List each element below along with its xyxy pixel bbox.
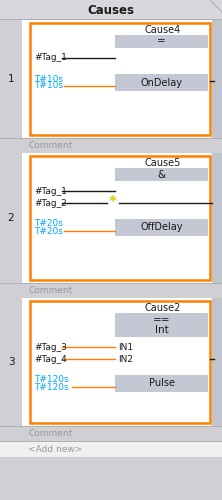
Text: Cause5: Cause5 bbox=[144, 158, 181, 168]
Bar bbox=[0, 441, 222, 442]
Bar bbox=[0, 298, 222, 426]
Text: Causes: Causes bbox=[87, 4, 135, 16]
Bar bbox=[115, 219, 208, 236]
Text: Comment: Comment bbox=[28, 141, 72, 150]
Text: OffDelay: OffDelay bbox=[140, 222, 183, 232]
Bar bbox=[115, 375, 208, 392]
Text: Comment: Comment bbox=[28, 286, 72, 295]
Bar bbox=[115, 168, 208, 181]
Bar bbox=[0, 426, 222, 441]
Text: 3: 3 bbox=[8, 357, 14, 367]
Text: T#10s: T#10s bbox=[34, 82, 63, 90]
Bar bbox=[212, 298, 222, 426]
Text: 2: 2 bbox=[8, 213, 14, 223]
Text: &: & bbox=[157, 170, 166, 179]
Bar bbox=[115, 74, 208, 91]
Bar bbox=[115, 313, 208, 337]
Bar bbox=[115, 35, 208, 48]
Text: IN2: IN2 bbox=[118, 354, 133, 364]
Text: Pulse: Pulse bbox=[149, 378, 174, 388]
Text: #Tag_3: #Tag_3 bbox=[34, 342, 67, 351]
Bar bbox=[0, 153, 22, 283]
Text: T#120s: T#120s bbox=[34, 382, 69, 392]
Text: ==: == bbox=[153, 315, 170, 325]
Text: 1: 1 bbox=[8, 74, 14, 84]
Bar bbox=[212, 153, 222, 283]
Bar bbox=[0, 138, 222, 139]
Bar bbox=[30, 156, 210, 280]
Text: #Tag_1: #Tag_1 bbox=[34, 54, 67, 62]
Text: T#20s: T#20s bbox=[34, 220, 63, 228]
Bar bbox=[0, 0, 222, 20]
Bar bbox=[0, 20, 22, 138]
Text: IN1: IN1 bbox=[118, 342, 133, 351]
Text: *: * bbox=[109, 196, 117, 210]
Bar bbox=[0, 19, 222, 20]
Bar bbox=[0, 138, 222, 153]
Text: Cause4: Cause4 bbox=[144, 25, 181, 35]
Text: T#20s: T#20s bbox=[34, 226, 63, 235]
Bar bbox=[0, 153, 222, 283]
Bar bbox=[0, 283, 222, 284]
Text: Cause2: Cause2 bbox=[144, 303, 181, 313]
Text: Comment: Comment bbox=[28, 429, 72, 438]
Bar bbox=[30, 301, 210, 423]
Text: #Tag_2: #Tag_2 bbox=[34, 198, 67, 207]
Bar bbox=[0, 20, 222, 138]
Text: T#10s: T#10s bbox=[34, 74, 63, 84]
Bar bbox=[0, 426, 222, 427]
Bar bbox=[212, 20, 222, 138]
Text: #Tag_4: #Tag_4 bbox=[34, 354, 67, 364]
Text: =: = bbox=[157, 36, 166, 46]
Bar bbox=[0, 283, 222, 298]
Text: T#120s: T#120s bbox=[34, 376, 69, 384]
Bar bbox=[0, 441, 222, 457]
Bar bbox=[30, 23, 210, 135]
Text: <Add new>: <Add new> bbox=[28, 444, 82, 454]
Text: #Tag_1: #Tag_1 bbox=[34, 186, 67, 196]
Text: Int: Int bbox=[155, 325, 168, 335]
Bar bbox=[0, 298, 22, 426]
Text: OnDelay: OnDelay bbox=[141, 78, 182, 88]
